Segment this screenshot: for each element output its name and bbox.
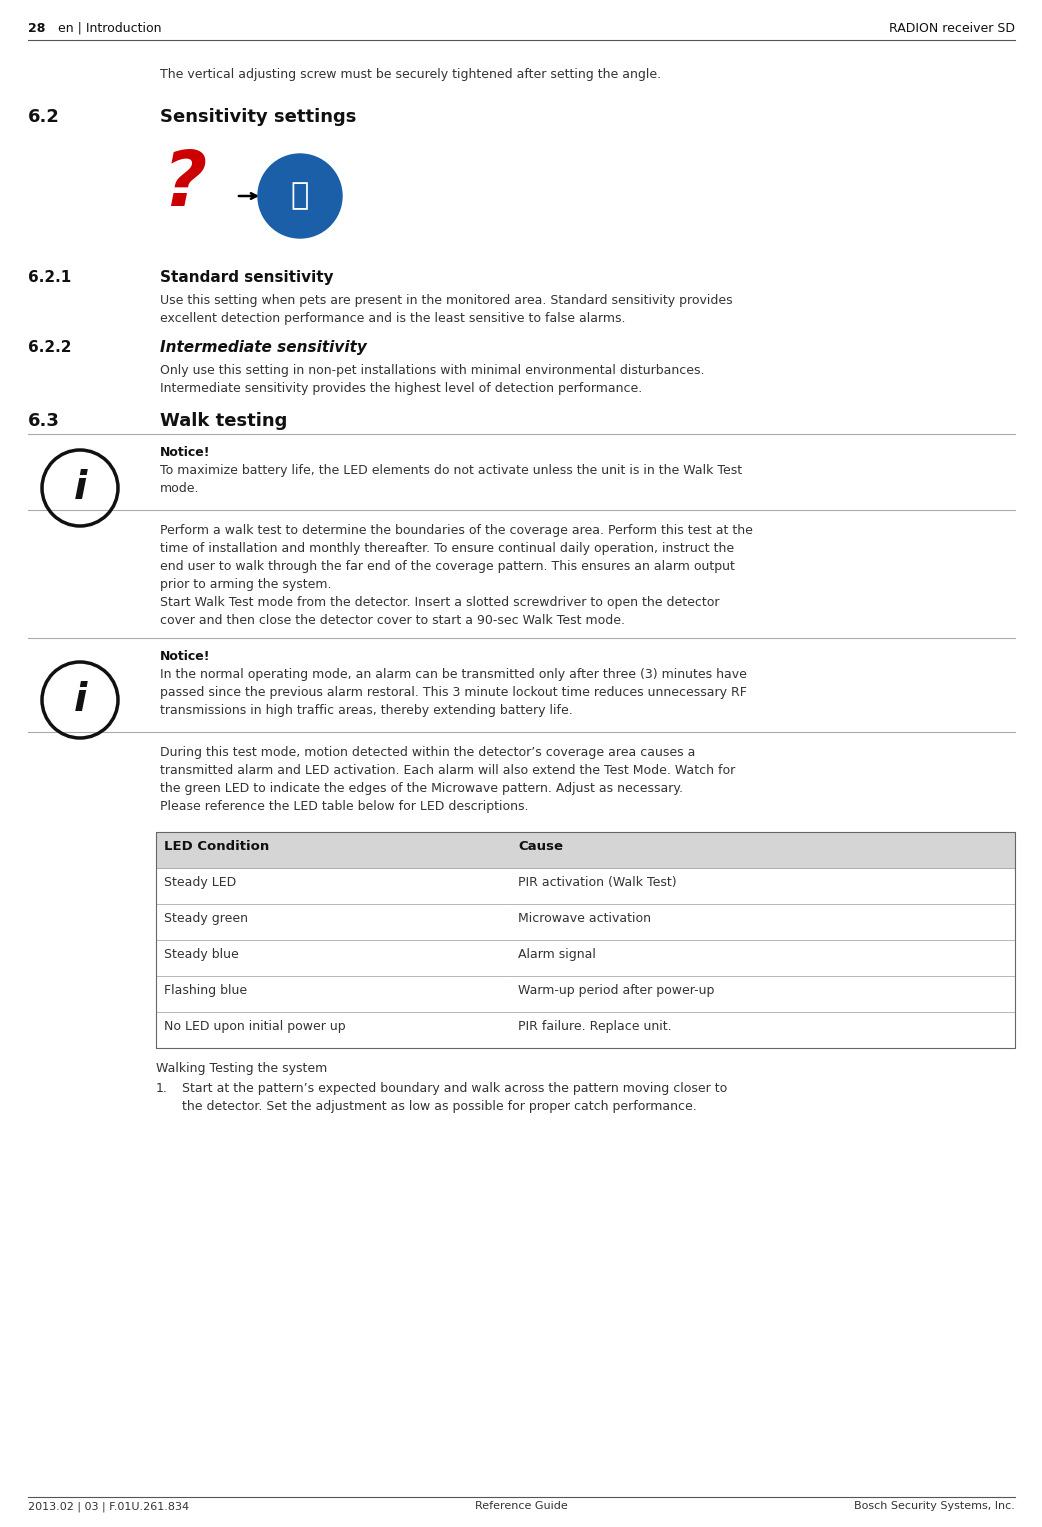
Text: Cause: Cause	[518, 840, 563, 854]
Text: prior to arming the system.: prior to arming the system.	[160, 579, 331, 591]
Text: 28: 28	[28, 21, 46, 35]
Text: To maximize battery life, the LED elements do not activate unless the unit is in: To maximize battery life, the LED elemen…	[160, 464, 742, 476]
Text: Walk testing: Walk testing	[160, 412, 288, 431]
Bar	[156, 1012, 1015, 1048]
Bar	[156, 976, 1015, 1012]
Text: i: i	[73, 681, 86, 719]
Text: excellent detection performance and is the least sensitive to false alarms.: excellent detection performance and is t…	[160, 312, 625, 325]
Text: Only use this setting in non-pet installations with minimal environmental distur: Only use this setting in non-pet install…	[160, 363, 704, 377]
Text: Microwave activation: Microwave activation	[518, 912, 651, 925]
Text: No LED upon initial power up: No LED upon initial power up	[164, 1020, 346, 1032]
Text: During this test mode, motion detected within the detector’s coverage area cause: During this test mode, motion detected w…	[160, 747, 695, 759]
Text: the detector. Set the adjustment as low as possible for proper catch performance: the detector. Set the adjustment as low …	[182, 1099, 697, 1113]
Text: In the normal operating mode, an alarm can be transmitted only after three (3) m: In the normal operating mode, an alarm c…	[160, 667, 747, 681]
Text: 6.2.2: 6.2.2	[28, 341, 72, 354]
Bar	[156, 832, 1015, 867]
Text: Flashing blue: Flashing blue	[164, 983, 247, 997]
Text: cover and then close the detector cover to start a 90-sec Walk Test mode.: cover and then close the detector cover …	[160, 614, 625, 628]
Text: Alarm signal: Alarm signal	[518, 948, 596, 960]
Text: Intermediate sensitivity: Intermediate sensitivity	[160, 341, 367, 354]
Text: i: i	[73, 469, 86, 507]
Text: Start Walk Test mode from the detector. Insert a slotted screwdriver to open the: Start Walk Test mode from the detector. …	[160, 596, 719, 609]
Text: Walking Testing the system: Walking Testing the system	[156, 1061, 327, 1075]
Circle shape	[258, 154, 342, 238]
Text: Bosch Security Systems, Inc.: Bosch Security Systems, Inc.	[854, 1501, 1015, 1512]
Text: Sensitivity settings: Sensitivity settings	[160, 108, 356, 127]
Text: Steady blue: Steady blue	[164, 948, 239, 960]
Text: the green LED to indicate the edges of the Microwave pattern. Adjust as necessar: the green LED to indicate the edges of t…	[160, 782, 683, 796]
Text: 2013.02 | 03 | F.01U.261.834: 2013.02 | 03 | F.01U.261.834	[28, 1501, 190, 1512]
Text: Steady green: Steady green	[164, 912, 248, 925]
Text: end user to walk through the far end of the coverage pattern. This ensures an al: end user to walk through the far end of …	[160, 560, 735, 573]
Text: RADION receiver SD: RADION receiver SD	[889, 21, 1015, 35]
Text: Notice!: Notice!	[160, 446, 210, 460]
Bar	[156, 904, 1015, 941]
Text: Intermediate sensitivity provides the highest level of detection performance.: Intermediate sensitivity provides the hi…	[160, 382, 642, 395]
Text: Steady LED: Steady LED	[164, 876, 237, 889]
Text: en | Introduction: en | Introduction	[46, 21, 162, 35]
Text: 6.2.1: 6.2.1	[28, 270, 71, 286]
Bar	[156, 941, 1015, 976]
Text: 1.: 1.	[156, 1083, 168, 1095]
Text: Please reference the LED table below for LED descriptions.: Please reference the LED table below for…	[160, 800, 528, 812]
Text: LED Condition: LED Condition	[164, 840, 269, 854]
Text: Warm-up period after power-up: Warm-up period after power-up	[518, 983, 715, 997]
Text: 6.2: 6.2	[28, 108, 59, 127]
Text: transmissions in high traffic areas, thereby extending battery life.: transmissions in high traffic areas, the…	[160, 704, 573, 718]
Text: PIR failure. Replace unit.: PIR failure. Replace unit.	[518, 1020, 672, 1032]
Text: passed since the previous alarm restoral. This 3 minute lockout time reduces unn: passed since the previous alarm restoral…	[160, 686, 747, 699]
Text: Reference Guide: Reference Guide	[474, 1501, 568, 1512]
Text: time of installation and monthly thereafter. To ensure continual daily operation: time of installation and monthly thereaf…	[160, 542, 735, 554]
Text: 6.3: 6.3	[28, 412, 59, 431]
Text: PIR activation (Walk Test): PIR activation (Walk Test)	[518, 876, 676, 889]
Text: Perform a walk test to determine the boundaries of the coverage area. Perform th: Perform a walk test to determine the bou…	[160, 524, 753, 538]
Text: The vertical adjusting screw must be securely tightened after setting the angle.: The vertical adjusting screw must be sec…	[160, 69, 661, 81]
Text: Notice!: Notice!	[160, 651, 210, 663]
Text: ?: ?	[162, 148, 206, 221]
Text: Standard sensitivity: Standard sensitivity	[160, 270, 333, 286]
Text: Start at the pattern’s expected boundary and walk across the pattern moving clos: Start at the pattern’s expected boundary…	[182, 1083, 727, 1095]
Text: mode.: mode.	[160, 483, 199, 495]
Text: Use this setting when pets are present in the monitored area. Standard sensitivi: Use this setting when pets are present i…	[160, 295, 733, 307]
Bar	[156, 832, 1015, 1048]
Text: 📖: 📖	[291, 182, 309, 211]
Bar	[156, 867, 1015, 904]
Text: transmitted alarm and LED activation. Each alarm will also extend the Test Mode.: transmitted alarm and LED activation. Ea…	[160, 764, 736, 777]
